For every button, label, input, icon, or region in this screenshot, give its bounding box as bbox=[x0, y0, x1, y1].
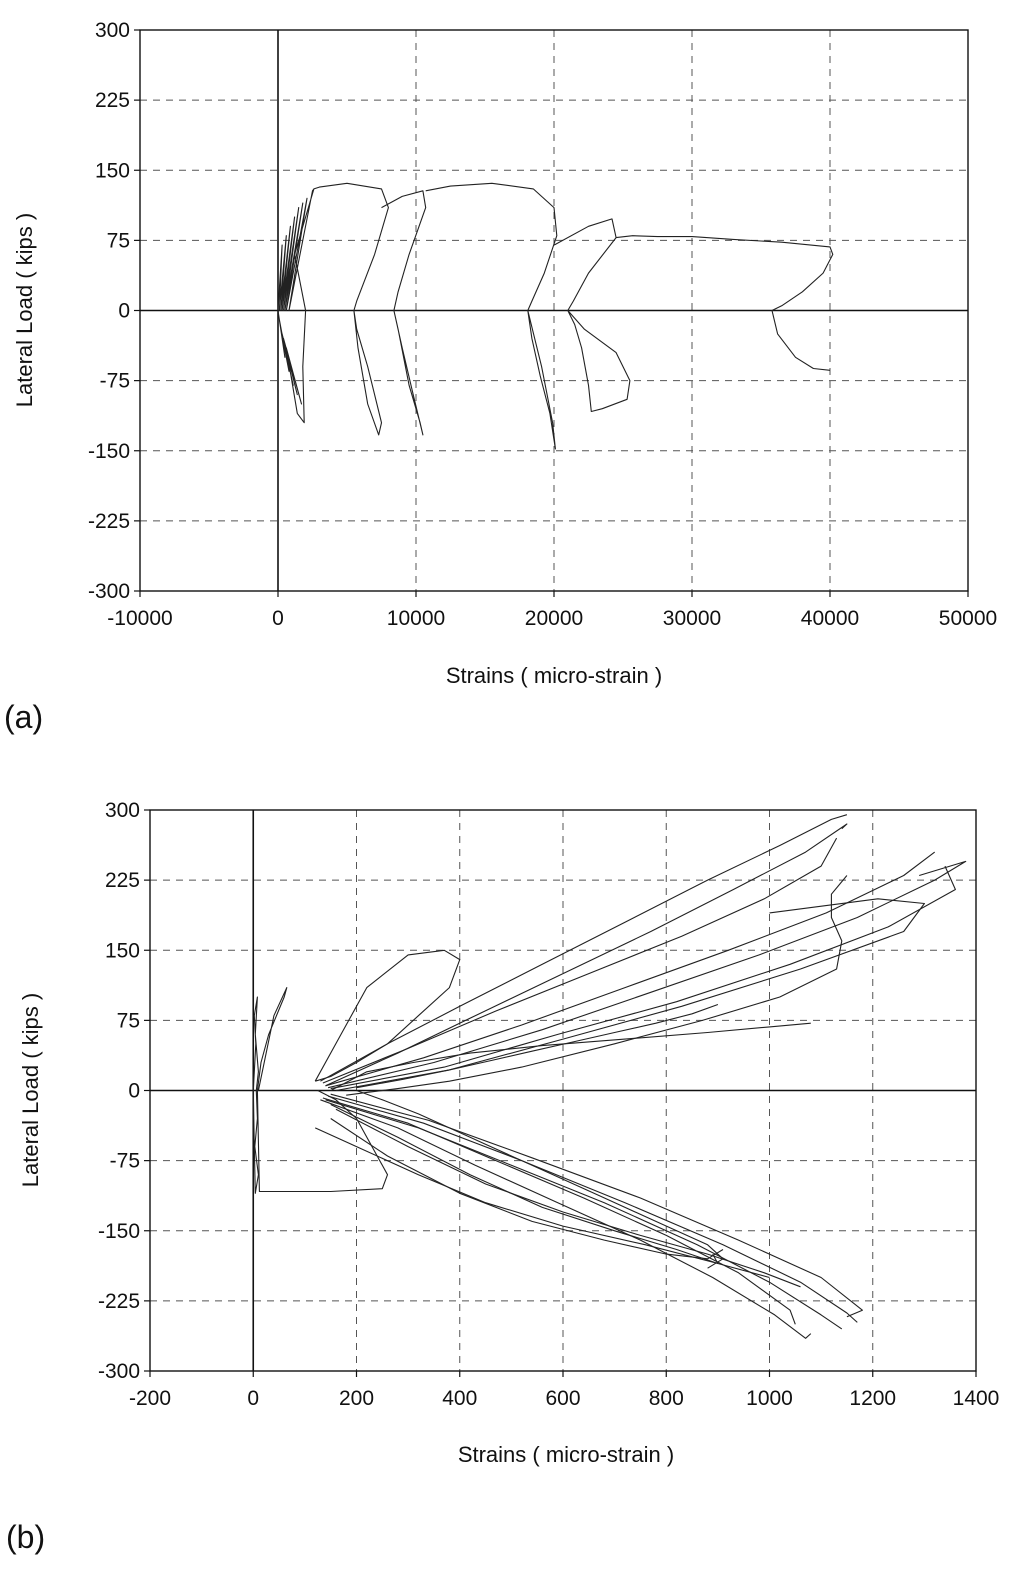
panel-a-x-tick-label-3: 20000 bbox=[525, 607, 583, 630]
panel-a-x-ticks: -10000 0 10000 20000 30000 40000 50000 bbox=[107, 591, 997, 630]
panel-b-series-16 bbox=[327, 1095, 858, 1323]
panel-a-y-tick-label-1: 225 bbox=[95, 89, 130, 112]
panel-b-y-tick-label-0: 300 bbox=[105, 799, 140, 822]
panel-b-series-17 bbox=[330, 1093, 863, 1318]
panel-a-series-2 bbox=[381, 190, 427, 436]
panel-b-x-ticks: -200 0 200 400 600 800 1000 1200 1400 bbox=[129, 1371, 999, 1410]
panel-a-x-tick-label-2: 10000 bbox=[387, 607, 445, 630]
panel-a-y-tick-label-0: 300 bbox=[95, 19, 130, 42]
panel-a-series bbox=[277, 182, 834, 450]
panel-b-y-tick-label-4: 0 bbox=[128, 1080, 140, 1103]
panel-a-x-tick-label-0: -10000 bbox=[107, 607, 172, 630]
panel-b: -200 0 200 400 600 800 1000 1200 1400 300 225 150 7… bbox=[6, 799, 999, 1555]
panel-b-series-11 bbox=[330, 1022, 811, 1091]
panel-a-grid bbox=[140, 30, 968, 591]
panel-a-label: (a) bbox=[4, 699, 43, 735]
panel-a-y-ticks: 300 225 150 75 0 -75 -150 -225 -300 bbox=[88, 19, 140, 603]
panel-b-series-6 bbox=[325, 851, 936, 1087]
panel-b-x-tick-label-7: 1200 bbox=[849, 1387, 896, 1410]
panel-b-y-tick-label-7: -225 bbox=[98, 1290, 140, 1313]
panel-b-series-22 bbox=[314, 1127, 770, 1279]
panel-b-series-3 bbox=[320, 814, 848, 1082]
panel-b-series bbox=[252, 814, 967, 1339]
panel-b-series-8 bbox=[330, 865, 956, 1090]
panel-a-series-5 bbox=[616, 235, 834, 371]
panel-b-x-tick-label-4: 600 bbox=[545, 1387, 580, 1410]
panel-b-series-13 bbox=[320, 1099, 812, 1339]
panel-a-y-tick-label-3: 75 bbox=[107, 229, 130, 252]
panel-b-series-19 bbox=[330, 1104, 719, 1265]
panel-b-y-ticks: 300 225 150 75 0 -75 -150 -225 -300 bbox=[98, 799, 150, 1383]
panel-a-y-tick-label-7: -225 bbox=[88, 510, 130, 533]
panel-b-x-tick-label-8: 1400 bbox=[953, 1387, 1000, 1410]
panel-b-series-5 bbox=[322, 837, 838, 1084]
panel-b-x-tick-label-5: 800 bbox=[649, 1387, 684, 1410]
panel-b-ylabel: Lateral Load ( kips ) bbox=[18, 993, 43, 1187]
panel-a-ylabel: Lateral Load ( kips ) bbox=[12, 213, 37, 407]
panel-b-x-tick-label-3: 400 bbox=[442, 1387, 477, 1410]
panel-b-y-tick-label-2: 150 bbox=[105, 939, 140, 962]
panel-a-series-3 bbox=[425, 182, 558, 450]
panel-a-series-0 bbox=[277, 188, 315, 424]
panel-b-series-18 bbox=[335, 1108, 801, 1288]
panel-b-series-2 bbox=[314, 949, 461, 1082]
panel-b-series-4 bbox=[325, 823, 848, 1087]
panel-b-series-21 bbox=[356, 1089, 724, 1269]
panel-a-y-tick-label-8: -300 bbox=[88, 580, 130, 603]
panel-b-series-9 bbox=[335, 898, 925, 1092]
panel-a-y-tick-label-4: 0 bbox=[118, 300, 130, 323]
panel-a-xlabel: Strains ( micro-strain ) bbox=[446, 663, 662, 688]
panel-a-y-tick-label-2: 150 bbox=[95, 159, 130, 182]
panel-a-series-4 bbox=[553, 218, 631, 413]
panel-b-y-tick-label-5: -75 bbox=[110, 1150, 140, 1173]
panel-b-series-7 bbox=[327, 860, 967, 1089]
panel-b-series-1 bbox=[256, 987, 389, 1193]
panel-b-grid bbox=[150, 810, 976, 1371]
panel-b-series-0 bbox=[252, 996, 259, 1194]
panel-b-series-12 bbox=[356, 1003, 719, 1089]
panel-b-y-tick-label-8: -300 bbox=[98, 1360, 140, 1383]
panel-b-x-tick-label-1: 0 bbox=[247, 1387, 259, 1410]
panel-b-zero-lines bbox=[150, 810, 976, 1371]
panel-b-x-tick-label-6: 1000 bbox=[746, 1387, 793, 1410]
panel-a-x-tick-label-1: 0 bbox=[272, 607, 284, 630]
panel-a: -10000 0 10000 20000 30000 40000 50000 300 225 1… bbox=[4, 19, 997, 735]
panel-b-x-tick-label-0: -200 bbox=[129, 1387, 171, 1410]
panel-a-x-tick-label-5: 40000 bbox=[801, 607, 859, 630]
panel-b-y-tick-label-6: -150 bbox=[98, 1220, 140, 1243]
panel-b-label: (b) bbox=[6, 1519, 45, 1555]
panel-b-y-tick-label-1: 225 bbox=[105, 869, 140, 892]
panel-b-y-tick-label-3: 75 bbox=[117, 1009, 140, 1032]
panel-a-series-1 bbox=[313, 182, 389, 436]
panel-a-y-tick-label-5: -75 bbox=[100, 370, 130, 393]
panel-a-x-tick-label-4: 30000 bbox=[663, 607, 721, 630]
panel-a-x-tick-label-6: 50000 bbox=[939, 607, 997, 630]
panel-b-xlabel: Strains ( micro-strain ) bbox=[458, 1442, 674, 1467]
panel-b-series-15 bbox=[325, 1099, 843, 1330]
panel-b-series-20 bbox=[330, 1118, 724, 1260]
panel-b-x-tick-label-2: 200 bbox=[339, 1387, 374, 1410]
panel-b-series-10 bbox=[346, 875, 848, 1096]
panel-a-y-tick-label-6: -150 bbox=[88, 440, 130, 463]
